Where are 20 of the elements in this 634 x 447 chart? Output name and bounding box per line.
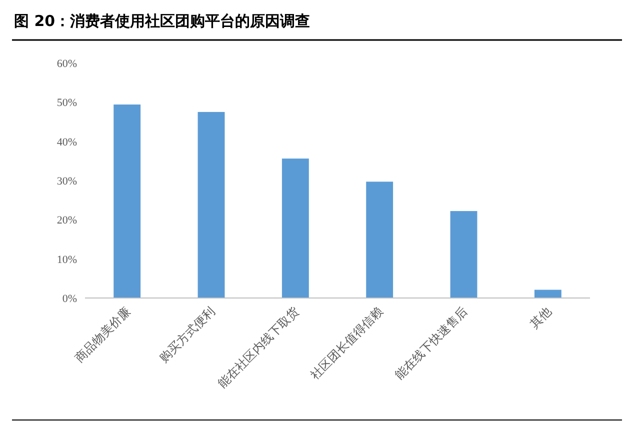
bar (366, 182, 394, 298)
bar (534, 290, 562, 298)
y-tick-label: 10% (56, 254, 77, 266)
bar (114, 104, 141, 298)
x-tick-label: 商品物美价廉 (72, 304, 134, 366)
chart-title: 图 20：消费者使用社区团购平台的原因调查 (14, 12, 310, 30)
bar (450, 211, 478, 298)
y-tick-label: 60% (56, 58, 77, 70)
x-tick-label: 能在线下快速售后 (392, 304, 470, 382)
x-tick-label: 社区团长值得信赖 (308, 304, 386, 382)
y-tick-label: 40% (56, 136, 77, 148)
y-tick-label: 20% (56, 214, 77, 227)
x-tick-label: 购买方式便利 (156, 304, 218, 366)
bar (282, 158, 309, 298)
x-tick-label: 其他 (527, 304, 554, 332)
y-tick-label: 30% (56, 176, 77, 188)
y-tick-label: 50% (56, 97, 77, 110)
bar (198, 112, 225, 298)
y-tick-label: 0% (62, 293, 77, 305)
x-tick-label: 能在社区内线下取货 (215, 304, 302, 390)
